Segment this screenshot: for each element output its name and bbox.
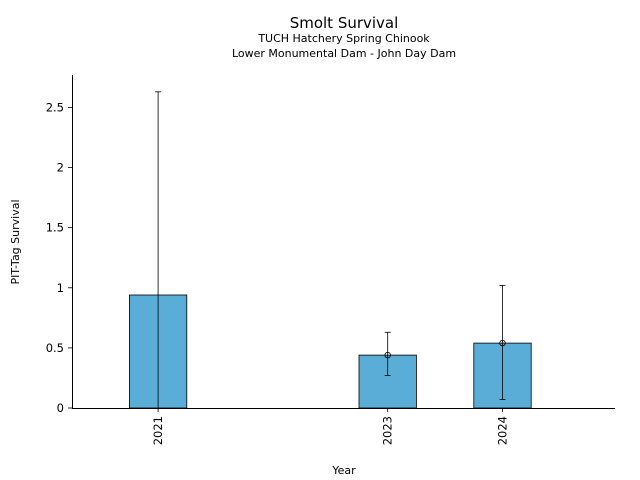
point-marker-2023: [384, 351, 391, 359]
chart-subtitle-line-2: Lower Monumental Dam - John Day Dam: [232, 47, 456, 60]
plot-area: [128, 91, 532, 409]
x-axis-label: Year: [331, 464, 356, 477]
y-axis-label: PIT-Tag Survival: [9, 199, 22, 284]
y-tick-label: 1.5: [46, 221, 64, 235]
y-tick-label: 0: [57, 401, 64, 415]
y-tick-label: 2.5: [46, 100, 64, 114]
chart-title: Smolt Survival: [290, 14, 399, 32]
y-tick-label: 0.5: [46, 341, 64, 355]
y-ticks: 0 0.5 1 1.5 2 2.5: [46, 100, 72, 415]
chart-subtitle-line-1: TUCH Hatchery Spring Chinook: [257, 32, 430, 45]
y-tick-label: 2: [57, 161, 64, 175]
x-ticks: 2021 2023 2024: [151, 408, 510, 445]
point-marker-2024: [499, 339, 506, 347]
x-tick-label: 2021: [151, 416, 165, 445]
x-tick-label: 2023: [381, 416, 395, 445]
x-tick-label: 2024: [496, 416, 510, 445]
y-tick-label: 1: [57, 281, 64, 295]
